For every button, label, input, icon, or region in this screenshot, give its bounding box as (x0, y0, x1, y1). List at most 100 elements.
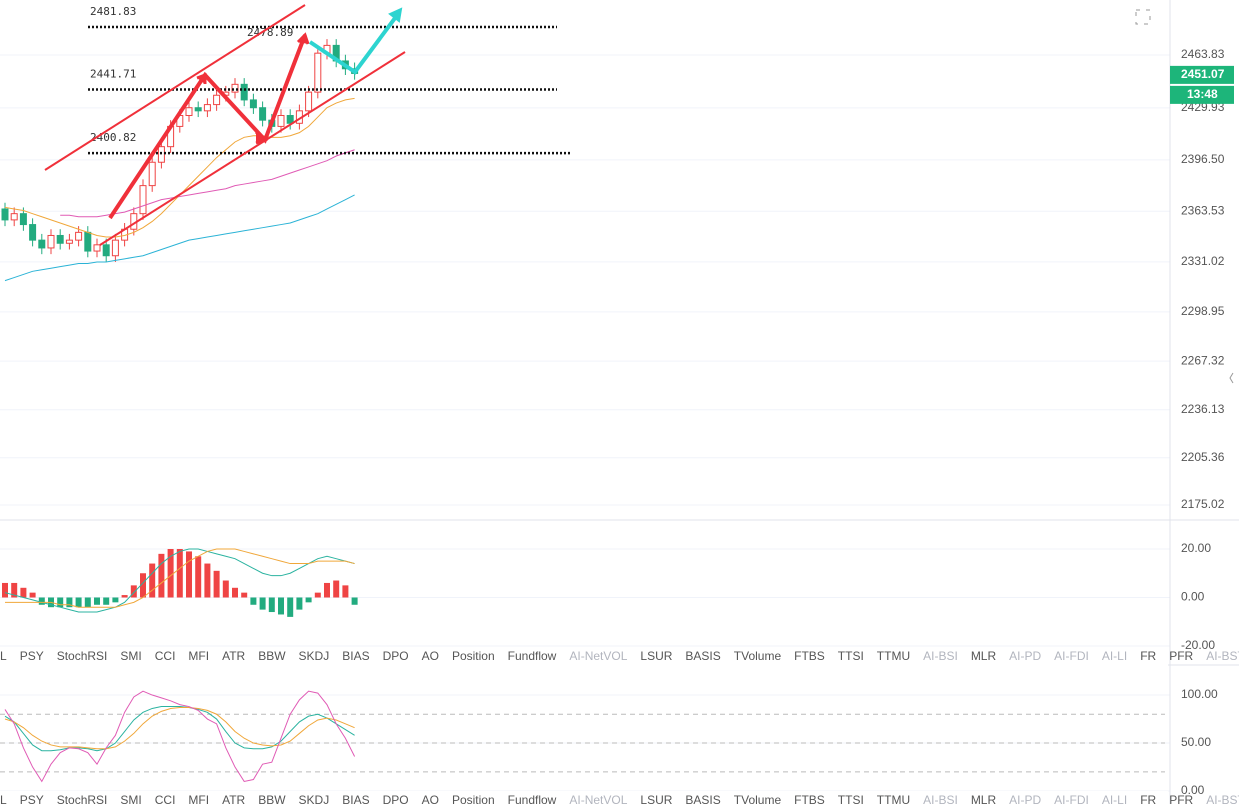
y-tick-label: -20.00 (1181, 638, 1215, 652)
indicator-tab[interactable]: Position (452, 649, 495, 663)
indicator-tab[interactable]: BASIS (685, 649, 720, 663)
candle-body (157, 146, 165, 163)
candle-body (29, 224, 37, 241)
indicator-tab[interactable]: FR (1140, 793, 1156, 804)
indicator-tab[interactable]: AI-PD (1009, 793, 1041, 804)
maximize-icon[interactable] (1135, 9, 1151, 25)
y-tick-label: 2396.50 (1181, 152, 1225, 166)
indicator-line (4, 706, 355, 752)
indicator-tab[interactable]: ATR (222, 793, 245, 804)
y-tick-label: 2205.36 (1181, 450, 1225, 464)
histogram-bar (38, 597, 45, 605)
indicator-tab[interactable]: BBW (258, 649, 286, 663)
histogram-bar (2, 582, 8, 598)
indicator-tab[interactable]: PSY (20, 793, 44, 804)
candle-body (93, 244, 101, 252)
indicator-tab[interactable]: TTMU (877, 793, 910, 804)
indicator-tab[interactable]: MLR (971, 649, 997, 663)
candle-body (240, 83, 248, 101)
candle-body (185, 107, 193, 117)
histogram-bar (287, 597, 294, 617)
histogram-bar (75, 597, 82, 608)
candle-body (305, 91, 313, 112)
candle-body (47, 234, 55, 249)
histogram-bar (11, 582, 18, 598)
drawings (44, 4, 406, 246)
indicator-tab[interactable]: PFR (1169, 649, 1193, 663)
indicator-tab[interactable]: LSUR (640, 649, 672, 663)
indicator-tab[interactable]: PFR (1169, 793, 1193, 804)
indicator-tabs: L PSY StochRSI SMI CCI MFI ATR BBW SKDJ BIAS DPO AO… (0, 791, 1239, 804)
candle-body (139, 185, 147, 215)
indicator-tab[interactable]: AI-BSI (923, 649, 958, 663)
indicator-tab[interactable]: BBW (258, 793, 286, 804)
candle-body (111, 239, 119, 257)
indicator-tab[interactable]: AI-NetVOL (569, 649, 627, 663)
y-tick-label: 2236.13 (1181, 402, 1225, 416)
countdown-badge (1170, 85, 1234, 104)
trend-line (99, 51, 406, 246)
histogram-bar (204, 563, 211, 598)
indicator-tab[interactable]: FTBS (794, 793, 825, 804)
indicator-tab[interactable]: TVolume (734, 649, 782, 663)
indicator-tab[interactable]: LSUR (640, 793, 672, 804)
histogram-bar (278, 597, 284, 615)
indicator-tab[interactable]: SKDJ (299, 649, 330, 663)
indicator-tab[interactable]: SKDJ (299, 793, 330, 804)
candle-body (148, 161, 156, 187)
indicator-tab[interactable]: AO (422, 649, 439, 663)
indicator-tab[interactable]: BIAS (342, 793, 369, 804)
indicator-tab[interactable]: SMI (120, 793, 141, 804)
indicator-tab[interactable]: DPO (383, 649, 409, 663)
histogram-bar (140, 573, 146, 598)
indicator-line (5, 548, 355, 608)
candle-body (286, 115, 294, 124)
indicator-tab[interactable]: MFI (188, 793, 209, 804)
indicator-tab[interactable]: Fundflow (508, 649, 557, 663)
indicator-tab[interactable]: TTSI (838, 793, 864, 804)
indicator-tab[interactable]: AI-BSI (923, 793, 958, 804)
indicator-tab[interactable]: FR (1140, 649, 1156, 663)
indicator-tab[interactable]: AI-PD (1009, 649, 1041, 663)
histogram-bar (296, 597, 303, 610)
indicator-tab[interactable]: AI-NetVOL (569, 793, 627, 804)
price-axis: 2463.832429.932396.502363.532331.022298.… (1170, 47, 1234, 797)
indicator-tab[interactable]: TTMU (877, 649, 910, 663)
level-label: 2441.71 (90, 67, 136, 80)
level-label: 2481.83 (90, 5, 136, 18)
indicator-tab[interactable]: SMI (120, 649, 141, 663)
indicator-tab[interactable]: AI-FDI (1054, 793, 1089, 804)
indicator-tab[interactable]: StochRSI (57, 649, 108, 663)
y-tick-label: 2363.53 (1181, 203, 1225, 217)
histogram-bar (241, 592, 248, 598)
indicator-tab[interactable]: DPO (383, 793, 409, 804)
indicator-tab[interactable]: Fundflow (508, 793, 557, 804)
indicator-tab[interactable]: TTSI (838, 649, 864, 663)
indicator-tab[interactable]: AO (422, 793, 439, 804)
indicator-tab[interactable]: ATR (222, 649, 245, 663)
indicator-tab[interactable]: Position (452, 793, 495, 804)
indicator-tab[interactable]: AI-BST (1206, 793, 1239, 804)
collapse-handle[interactable] (1229, 372, 1234, 384)
indicator-tab[interactable]: BASIS (685, 793, 720, 804)
indicator-tab[interactable]: AI-LI (1102, 793, 1127, 804)
indicator-tab[interactable]: PSY (20, 649, 44, 663)
indicator-tab[interactable]: FTBS (794, 649, 825, 663)
indicator-tab[interactable]: BIAS (342, 649, 369, 663)
indicator-tab[interactable]: CCI (155, 793, 176, 804)
candle-body (10, 213, 18, 221)
indicator-tab[interactable]: AI-LI (1102, 649, 1127, 663)
indicator-tab[interactable]: TVolume (734, 793, 782, 804)
indicator-tab[interactable]: CCI (155, 649, 176, 663)
indicator-tab[interactable]: L (0, 793, 7, 804)
indicator-tab[interactable]: MLR (971, 793, 997, 804)
candle-body (1, 208, 9, 221)
indicator-tabs: L PSY StochRSI SMI CCI MFI ATR BBW SKDJ BIAS DPO AO… (0, 647, 1239, 667)
indicator-tab[interactable]: AI-BST (1206, 649, 1239, 663)
indicator-tab[interactable]: L (0, 649, 7, 663)
indicator-tab[interactable]: MFI (188, 649, 209, 663)
indicator-tab[interactable]: StochRSI (57, 793, 108, 804)
indicator-tab[interactable]: AI-FDI (1054, 649, 1089, 663)
